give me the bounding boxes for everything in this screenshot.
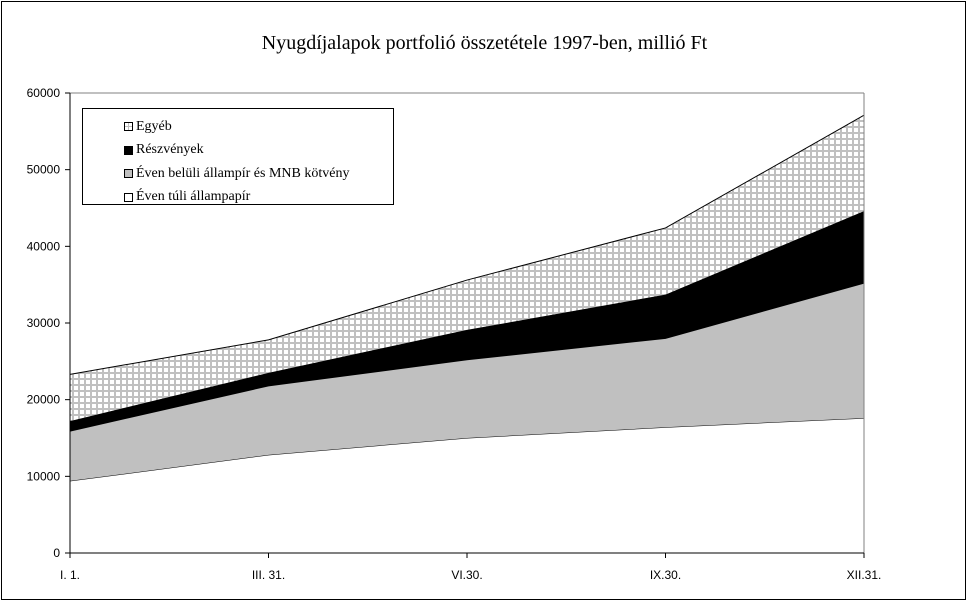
- y-tick-label: 30000: [27, 316, 61, 330]
- y-tick-label: 0: [53, 546, 60, 560]
- area-series-2: [70, 211, 864, 432]
- legend-label: Éven belüli állampír és MNB kötvény: [136, 165, 350, 181]
- y-tick-label: 50000: [27, 163, 61, 177]
- legend-item: Részvények: [124, 139, 393, 163]
- area-series-0: [70, 418, 864, 553]
- y-tick-label: 40000: [27, 239, 61, 253]
- area-series-3: [70, 115, 864, 422]
- area-series-1: [70, 283, 864, 481]
- y-tick-label: 20000: [27, 393, 61, 407]
- legend-item: Éven belüli állampír és MNB kötvény: [124, 162, 393, 186]
- legend: Egyéb Részvények Éven belüli állampír és M…: [82, 108, 394, 205]
- x-tick-label: III. 31.: [252, 568, 285, 582]
- legend-label: Éven túli állampapír: [136, 189, 251, 205]
- legend-swatch: [124, 145, 133, 155]
- x-tick-label: XII.31.: [847, 568, 882, 582]
- chart-title: Nyugdíjalapok portfolió összetétele 1997…: [261, 32, 708, 54]
- y-tick-label: 10000: [27, 469, 61, 483]
- x-tick-label: VI.30.: [451, 568, 482, 582]
- legend-swatch: [124, 169, 133, 179]
- legend-item: Egyéb: [124, 115, 393, 139]
- y-tick-label: 60000: [27, 86, 61, 100]
- x-tick-label: I. 1.: [60, 568, 80, 582]
- legend-swatch: [124, 122, 133, 132]
- legend-label: Egyéb: [136, 118, 172, 134]
- legend-swatch: [124, 192, 133, 202]
- series-top-line-3: [69, 114, 865, 375]
- legend-item: Éven túli állampapír: [124, 186, 393, 210]
- legend-label: Részvények: [136, 142, 204, 158]
- x-tick-label: IX.30.: [650, 568, 681, 582]
